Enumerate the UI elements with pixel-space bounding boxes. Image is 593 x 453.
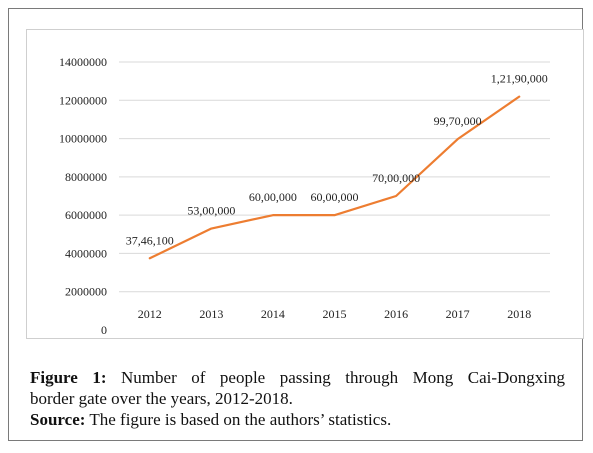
source-text: The figure is based on the authors’ stat…: [89, 410, 392, 429]
y-tick-label: 4000000: [65, 246, 107, 260]
data-label: 60,00,000: [249, 190, 297, 204]
x-tick-label: 2013: [199, 307, 223, 321]
y-tick-label: 8000000: [65, 170, 107, 184]
data-label: 70,00,000: [372, 171, 420, 185]
y-tick-label: 0: [101, 323, 107, 337]
y-tick-label: 2000000: [65, 285, 107, 299]
data-label: 1,21,90,000: [491, 72, 548, 86]
chart-area: 0 2000000 4000000 6000000 8000000 10000000 120…: [26, 29, 584, 339]
caption-line-1: Figure 1: Number of people passing throu…: [30, 367, 565, 388]
x-tick-label: 2018: [507, 307, 531, 321]
caption-text-1: Number of people passing through Mong Ca…: [121, 368, 566, 387]
data-label: 60,00,000: [311, 190, 359, 204]
figure-label: Figure 1:: [30, 368, 107, 387]
x-tick-label: 2014: [261, 307, 285, 321]
caption-text-2: border gate over the years, 2012-2018.: [30, 389, 293, 408]
source-line: Source: The figure is based on the autho…: [30, 409, 565, 430]
y-tick-label: 10000000: [59, 132, 107, 146]
data-label: 99,70,000: [434, 114, 482, 128]
figure-caption: Figure 1: Number of people passing throu…: [30, 367, 565, 430]
data-label: 53,00,000: [187, 204, 235, 218]
figure-frame: 0 2000000 4000000 6000000 8000000 10000000 120…: [8, 8, 584, 441]
x-tick-label: 2012: [138, 307, 162, 321]
x-tick-label: 2015: [323, 307, 347, 321]
x-tick-label: 2016: [384, 307, 408, 321]
y-tick-label: 12000000: [59, 93, 107, 107]
source-label: Source:: [30, 410, 86, 429]
x-tick-label: 2017: [446, 307, 470, 321]
y-tick-label: 14000000: [59, 55, 107, 69]
y-tick-label: 6000000: [65, 208, 107, 222]
line-chart: 0 2000000 4000000 6000000 8000000 10000000 120…: [59, 55, 550, 337]
data-label: 37,46,100: [126, 233, 174, 247]
